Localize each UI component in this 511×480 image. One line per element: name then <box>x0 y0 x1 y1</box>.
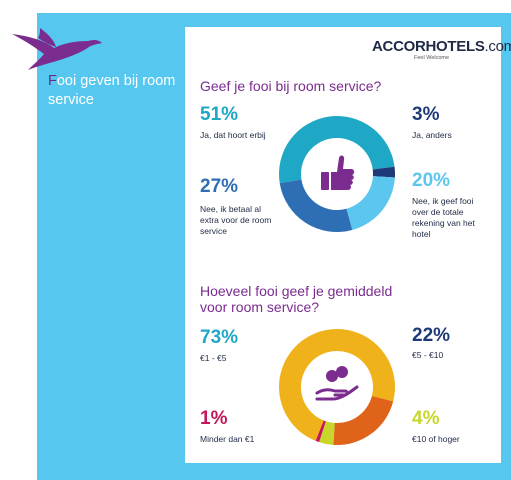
bird-logo-icon <box>12 28 102 70</box>
coins-in-hand-icon <box>315 366 359 401</box>
sidebar-title: Fooi geven bij room service <box>48 73 176 108</box>
chart2-donut <box>279 329 395 445</box>
chart1-slice <box>346 176 395 230</box>
chart1-category-label: Ja, dat hoort erbij <box>200 130 266 140</box>
brand-logo: ACCORHOTELS.com <box>372 38 511 55</box>
chart1-title: Geef je fooi bij room service? <box>200 78 382 94</box>
chart2-value-label: 1% <box>200 408 228 429</box>
chart1-category-label: Nee, ik geef fooi over de totale rekenin… <box>412 196 475 239</box>
chart1-donut <box>279 116 395 232</box>
chart2-title: Hoeveel fooi geef je gemiddeld voor room… <box>200 283 393 315</box>
chart1-value-label: 3% <box>412 104 440 125</box>
chart2-value-label: 73% <box>200 327 239 348</box>
chart2-category-label: €10 of hoger <box>412 434 460 444</box>
chart1-value-label: 27% <box>200 176 239 197</box>
chart2-category-label: €1 - €5 <box>200 353 227 363</box>
chart2-slice <box>315 420 326 443</box>
brand-tagline: Feel Welcome <box>414 55 450 61</box>
chart1-category-label: Nee, ik betaal al extra voor de room ser… <box>200 204 272 236</box>
chart1-value-label: 20% <box>412 170 451 191</box>
chart2-value-label: 22% <box>412 325 451 346</box>
chart2-value-label: 4% <box>412 408 440 429</box>
chart2-category-label: €5 - €10 <box>412 350 444 360</box>
chart2-slice <box>333 395 394 445</box>
chart1-slice <box>279 116 395 184</box>
chart1-slice <box>372 166 395 178</box>
thumbs-up-icon <box>321 155 355 190</box>
chart1-value-label: 51% <box>200 104 239 125</box>
chart1-slice <box>279 179 353 232</box>
chart1-category-label: Ja, anders <box>412 130 452 140</box>
chart2-slice <box>319 421 335 445</box>
chart2-category-label: Minder dan €1 <box>200 434 255 444</box>
chart2-slice <box>279 329 395 441</box>
